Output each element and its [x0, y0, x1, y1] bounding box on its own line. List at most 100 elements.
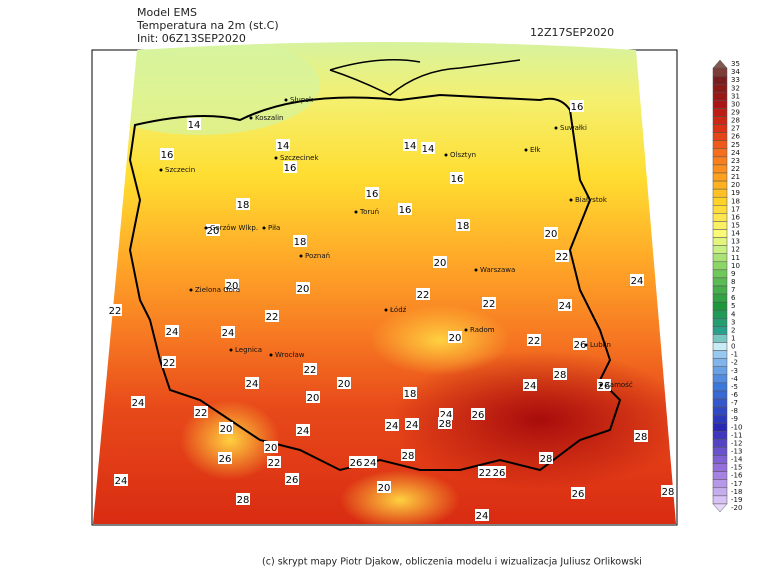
- label-box: [306, 391, 320, 403]
- city-dot: [524, 148, 528, 152]
- colorbar-label: 17: [731, 205, 740, 213]
- colorbar-cell: [712, 148, 728, 158]
- contour-label: 28: [402, 451, 415, 462]
- label-box: [570, 100, 584, 112]
- contour-label: 22: [195, 408, 208, 419]
- contour-label: 14: [277, 141, 290, 152]
- contour-label: 22: [304, 365, 317, 376]
- colorbar-cell: [712, 366, 728, 376]
- colorbar-label: 13: [731, 238, 740, 246]
- contour-label: 26: [219, 454, 232, 465]
- temperature-field: [93, 42, 676, 524]
- contour-label: 24: [132, 398, 145, 409]
- colorbar-cell: [712, 180, 728, 190]
- contour-label: 24: [406, 420, 419, 431]
- city-dot: [229, 348, 233, 352]
- contour-label: 20: [265, 443, 278, 454]
- colorbar-cell: [712, 285, 728, 295]
- contour-label: 20: [297, 284, 310, 295]
- colorbar-cell: [712, 309, 728, 319]
- label-box: [160, 148, 174, 160]
- colorbar-label: -14: [731, 456, 743, 464]
- colorbar-cell: [712, 261, 728, 271]
- colorbar-cell: [712, 100, 728, 109]
- label-box: [571, 487, 585, 499]
- colorbar-label: 3: [731, 318, 735, 326]
- contour-label: 22: [109, 306, 122, 317]
- city-name: Białystok: [575, 196, 608, 204]
- colorbar-label: 27: [731, 125, 740, 133]
- label-box: [438, 417, 452, 429]
- colorbar-label: -2: [731, 359, 738, 367]
- label-box: [558, 299, 572, 311]
- city-name: Słupsk: [290, 96, 314, 104]
- colorbar-cell: [712, 253, 728, 263]
- label-box: [225, 279, 239, 291]
- label-box: [405, 418, 419, 430]
- colorbar-cell: [712, 318, 728, 327]
- contour-label: 18: [294, 237, 307, 248]
- colorbar-cell: [712, 455, 728, 464]
- label-box: [265, 310, 279, 322]
- colorbar-cell: [712, 447, 728, 456]
- contour-label: 28: [635, 432, 648, 443]
- label-box: [523, 379, 537, 391]
- city-dot: [569, 198, 573, 202]
- contour-label: 24: [524, 381, 537, 392]
- colorbar-label: 28: [731, 117, 740, 125]
- colorbar-cell: [712, 326, 728, 335]
- label-box: [492, 466, 506, 478]
- colorbar-cell: [712, 108, 728, 117]
- city-dot: [284, 98, 288, 102]
- contour-label: 20: [449, 333, 462, 344]
- city-name: Toruń: [359, 208, 379, 216]
- colorbar-cell: [712, 59, 728, 69]
- contour-label: 16: [571, 102, 584, 113]
- colorbar-cell: [712, 132, 728, 141]
- contour-label: 26: [493, 468, 506, 479]
- contour-label: 20: [307, 393, 320, 404]
- colorbar-cell: [712, 269, 728, 279]
- colorbar-label: -17: [731, 480, 742, 488]
- city-name: Wrocław: [275, 351, 305, 359]
- contour-label: 16: [399, 205, 412, 216]
- colorbar-label: -3: [731, 367, 738, 375]
- label-box: [555, 250, 569, 262]
- city-dot: [299, 254, 303, 258]
- contour-label: 28: [237, 495, 250, 506]
- colorbar-label: 31: [731, 92, 740, 100]
- label-box: [108, 304, 122, 316]
- contour-label: 24: [297, 426, 310, 437]
- contour-label: 24: [364, 458, 377, 469]
- contour-label: 16: [161, 150, 174, 161]
- label-box: [337, 377, 351, 389]
- city-name: Lublin: [590, 341, 611, 349]
- colorbar-label: -5: [731, 383, 738, 391]
- city-name: Poznań: [305, 252, 330, 260]
- colorbar-cell: [712, 431, 728, 440]
- colorbar-label: -13: [731, 447, 742, 455]
- label-box: [527, 334, 541, 346]
- city-name: Piła: [268, 224, 280, 232]
- label-box: [285, 473, 299, 485]
- colorbar: 3534333231302928272625242322212019181716…: [712, 59, 743, 513]
- label-box: [283, 161, 297, 173]
- colorbar-cell: [712, 439, 728, 448]
- colorbar-label: 2: [731, 326, 735, 334]
- country-border: [128, 93, 622, 472]
- contour-label: 26: [598, 381, 611, 392]
- label-box: [456, 219, 470, 231]
- colorbar-cell: [712, 124, 728, 133]
- colorbar-label: 30: [731, 100, 740, 108]
- city-dot: [274, 156, 278, 160]
- colorbar-cell: [712, 156, 728, 166]
- colorbar-cell: [712, 213, 728, 222]
- colorbar-label: 9: [731, 270, 735, 278]
- colorbar-label: 6: [731, 294, 736, 302]
- colorbar-cell: [712, 414, 728, 424]
- colorbar-label: -15: [731, 464, 742, 472]
- colorbar-label: 15: [731, 221, 740, 229]
- label-box: [475, 509, 489, 521]
- colorbar-cell: [712, 83, 728, 93]
- label-box: [162, 356, 176, 368]
